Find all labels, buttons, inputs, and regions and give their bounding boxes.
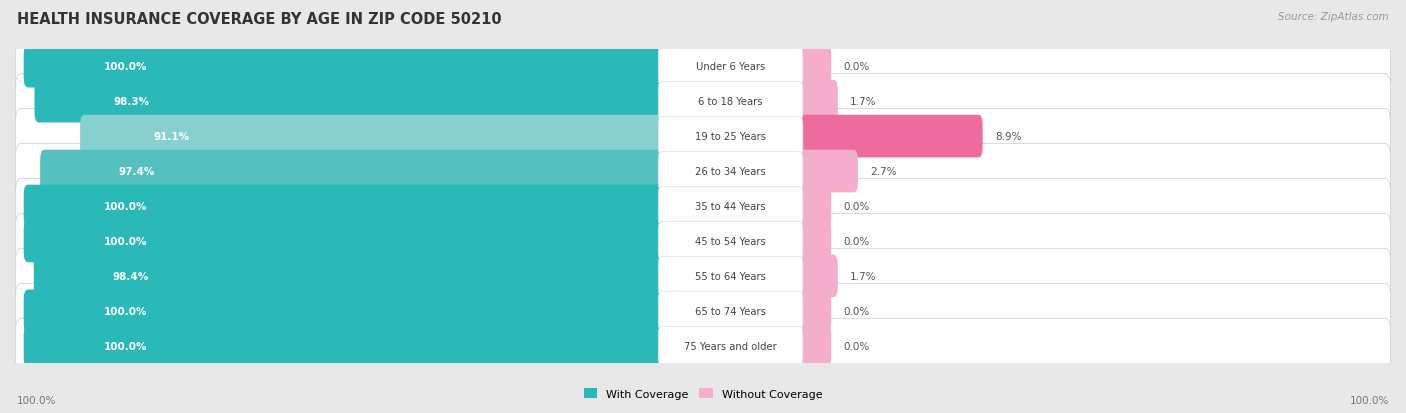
FancyBboxPatch shape: [24, 290, 666, 332]
Text: Under 6 Years: Under 6 Years: [696, 62, 765, 72]
Text: 65 to 74 Years: 65 to 74 Years: [695, 306, 766, 316]
Text: 55 to 64 Years: 55 to 64 Years: [695, 271, 766, 281]
Text: 0.0%: 0.0%: [844, 202, 870, 211]
FancyBboxPatch shape: [658, 47, 803, 87]
Text: 100.0%: 100.0%: [104, 202, 148, 211]
Text: 75 Years and older: 75 Years and older: [685, 341, 778, 351]
FancyBboxPatch shape: [658, 152, 803, 191]
FancyBboxPatch shape: [796, 325, 831, 367]
FancyBboxPatch shape: [24, 220, 666, 263]
Text: 8.9%: 8.9%: [995, 132, 1022, 142]
FancyBboxPatch shape: [796, 220, 831, 263]
Text: 97.4%: 97.4%: [118, 166, 155, 177]
Text: 0.0%: 0.0%: [844, 341, 870, 351]
Text: 100.0%: 100.0%: [1350, 395, 1389, 405]
FancyBboxPatch shape: [24, 46, 666, 88]
FancyBboxPatch shape: [658, 117, 803, 156]
FancyBboxPatch shape: [796, 46, 831, 88]
FancyBboxPatch shape: [35, 81, 666, 123]
FancyBboxPatch shape: [15, 109, 1391, 164]
FancyBboxPatch shape: [658, 326, 803, 366]
Text: 0.0%: 0.0%: [844, 306, 870, 316]
Text: 35 to 44 Years: 35 to 44 Years: [695, 202, 766, 211]
FancyBboxPatch shape: [658, 257, 803, 296]
Legend: With Coverage, Without Coverage: With Coverage, Without Coverage: [579, 384, 827, 404]
FancyBboxPatch shape: [658, 187, 803, 226]
FancyBboxPatch shape: [24, 185, 666, 228]
Text: 100.0%: 100.0%: [104, 341, 148, 351]
FancyBboxPatch shape: [658, 222, 803, 261]
Text: 91.1%: 91.1%: [153, 132, 190, 142]
Text: 6 to 18 Years: 6 to 18 Years: [699, 97, 763, 107]
FancyBboxPatch shape: [796, 150, 858, 193]
FancyBboxPatch shape: [34, 255, 666, 297]
FancyBboxPatch shape: [796, 290, 831, 332]
FancyBboxPatch shape: [796, 81, 838, 123]
FancyBboxPatch shape: [15, 74, 1391, 129]
Text: HEALTH INSURANCE COVERAGE BY AGE IN ZIP CODE 50210: HEALTH INSURANCE COVERAGE BY AGE IN ZIP …: [17, 12, 502, 27]
FancyBboxPatch shape: [15, 318, 1391, 373]
Text: 0.0%: 0.0%: [844, 236, 870, 247]
FancyBboxPatch shape: [15, 179, 1391, 234]
Text: 19 to 25 Years: 19 to 25 Years: [695, 132, 766, 142]
Text: 1.7%: 1.7%: [851, 97, 877, 107]
Text: 2.7%: 2.7%: [870, 166, 897, 177]
FancyBboxPatch shape: [658, 82, 803, 121]
FancyBboxPatch shape: [15, 284, 1391, 339]
FancyBboxPatch shape: [15, 214, 1391, 269]
FancyBboxPatch shape: [796, 185, 831, 228]
FancyBboxPatch shape: [80, 116, 666, 158]
FancyBboxPatch shape: [24, 325, 666, 367]
Text: 100.0%: 100.0%: [17, 395, 56, 405]
FancyBboxPatch shape: [658, 292, 803, 331]
FancyBboxPatch shape: [796, 116, 983, 158]
FancyBboxPatch shape: [15, 249, 1391, 304]
FancyBboxPatch shape: [796, 255, 838, 297]
Text: 100.0%: 100.0%: [104, 306, 148, 316]
Text: 0.0%: 0.0%: [844, 62, 870, 72]
Text: 26 to 34 Years: 26 to 34 Years: [695, 166, 766, 177]
Text: 1.7%: 1.7%: [851, 271, 877, 281]
Text: Source: ZipAtlas.com: Source: ZipAtlas.com: [1278, 12, 1389, 22]
FancyBboxPatch shape: [41, 150, 666, 193]
Text: 100.0%: 100.0%: [104, 62, 148, 72]
FancyBboxPatch shape: [15, 144, 1391, 199]
FancyBboxPatch shape: [15, 40, 1391, 95]
Text: 45 to 54 Years: 45 to 54 Years: [695, 236, 766, 247]
Text: 98.4%: 98.4%: [112, 271, 149, 281]
Text: 98.3%: 98.3%: [114, 97, 149, 107]
Text: 100.0%: 100.0%: [104, 236, 148, 247]
